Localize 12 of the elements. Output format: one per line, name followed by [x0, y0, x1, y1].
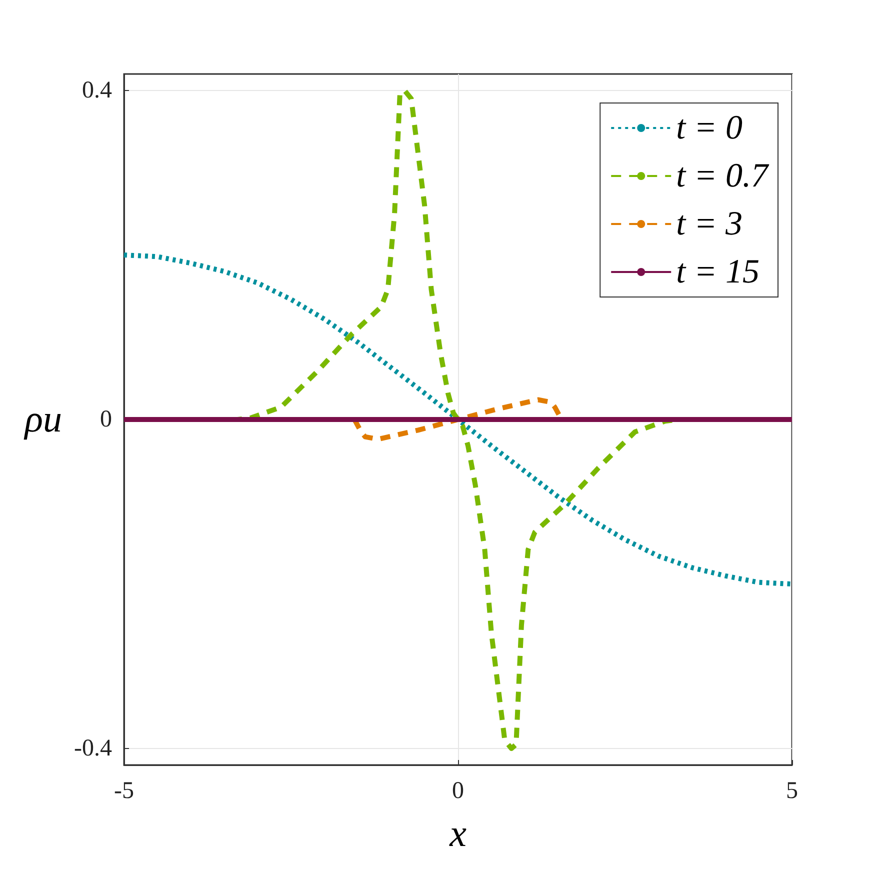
y-tick-label: 0.4: [82, 77, 112, 104]
legend-label: t = 15: [676, 254, 760, 290]
x-tick-label: 0: [452, 778, 464, 804]
y-tick-label: -0.4: [74, 736, 112, 762]
legend-label: t = 0.7: [676, 158, 770, 194]
x-tick-label: -5: [114, 778, 134, 804]
legend-label: t = 3: [676, 206, 742, 242]
x-tick-label: 5: [786, 778, 798, 804]
x-axis-title: x: [448, 813, 467, 855]
y-axis-title: ρu: [24, 398, 62, 440]
legend-label: t = 0: [676, 110, 742, 146]
y-tick-label: 0: [100, 406, 112, 432]
